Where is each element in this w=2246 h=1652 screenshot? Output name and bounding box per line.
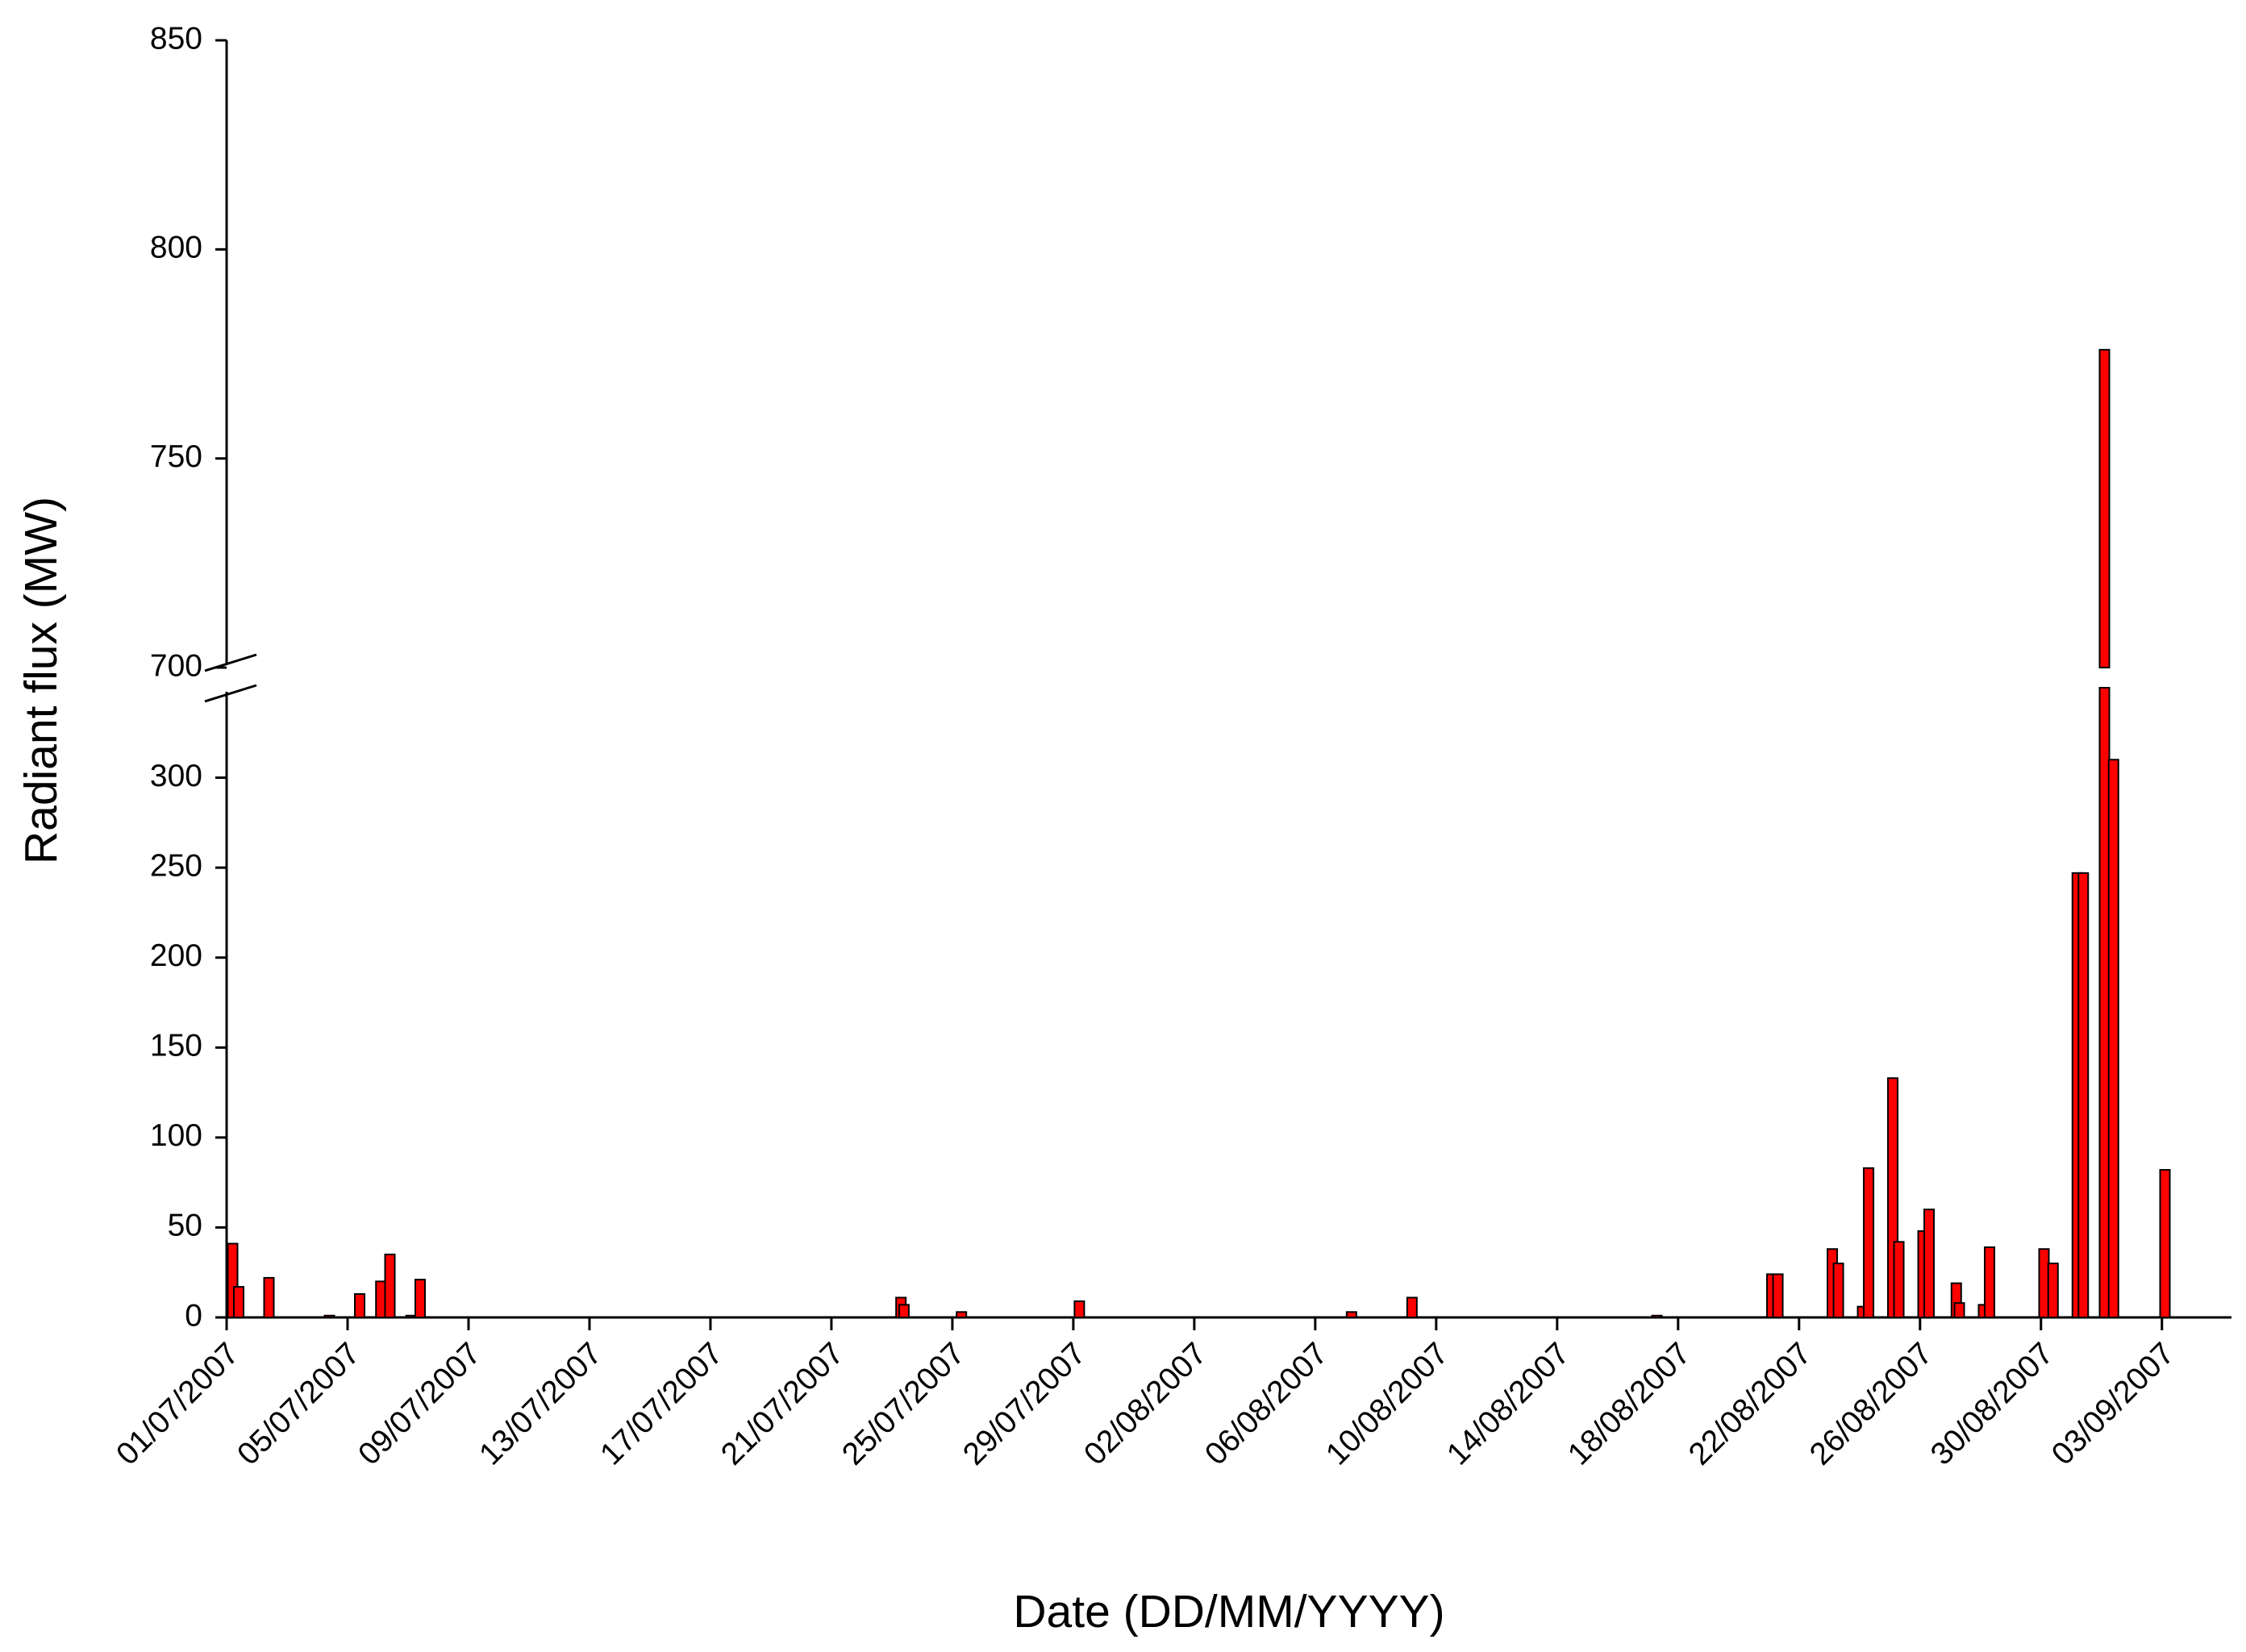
- bar: [232, 1286, 244, 1318]
- bar: [956, 1311, 968, 1318]
- bar: [1345, 1311, 1357, 1318]
- x-tick-label: 18/08/2007: [1561, 1336, 1697, 1471]
- bar: [1832, 1263, 1844, 1318]
- bar: [1406, 1296, 1418, 1319]
- bar: [1651, 1314, 1663, 1318]
- x-tick-label: 05/07/2007: [231, 1336, 366, 1471]
- y-tick-label: 50: [168, 1209, 202, 1243]
- bar: [414, 1279, 426, 1319]
- y-tick-label: 300: [150, 759, 202, 793]
- y-tick-label: 150: [150, 1029, 202, 1063]
- x-tick-label: 29/07/2007: [956, 1336, 1092, 1471]
- bar: [2047, 1263, 2059, 1318]
- x-tick-label: 03/09/2007: [2045, 1336, 2181, 1471]
- bar: [2159, 1169, 2171, 1318]
- bar: [1953, 1302, 1965, 1318]
- x-axis-title: Date (DD/MM/YYYY): [1013, 1586, 1444, 1637]
- bar: [1772, 1273, 1784, 1318]
- x-tick-label: 02/08/2007: [1077, 1336, 1213, 1471]
- bar: [2038, 1248, 2050, 1318]
- y-tick-label: 0: [185, 1298, 202, 1333]
- bar: [2098, 687, 2111, 1318]
- x-tick-label: 06/08/2007: [1198, 1336, 1334, 1471]
- x-tick-label: 26/08/2007: [1803, 1336, 1939, 1471]
- bar: [1863, 1167, 1875, 1318]
- bar: [898, 1304, 910, 1319]
- x-tick-label: 14/08/2007: [1440, 1336, 1576, 1471]
- x-tick-label: 25/07/2007: [835, 1336, 971, 1471]
- x-tick-label: 30/08/2007: [1924, 1336, 2060, 1471]
- x-tick-label: 17/07/2007: [594, 1336, 729, 1471]
- bar: [353, 1292, 365, 1319]
- bar: [263, 1276, 275, 1318]
- x-tick-label: 10/08/2007: [1319, 1336, 1455, 1471]
- y-axis-title: Radiant flux (MW): [15, 497, 67, 864]
- y-tick-label: 800: [150, 231, 202, 265]
- bar: [1893, 1241, 1905, 1319]
- x-tick-label: 09/07/2007: [352, 1336, 487, 1471]
- y-tick-label: 100: [150, 1118, 202, 1153]
- bar: [375, 1280, 387, 1319]
- x-tick-label: 22/08/2007: [1682, 1336, 1818, 1471]
- axis-break-mark: [204, 684, 257, 703]
- y-tick-label: 750: [150, 439, 202, 474]
- x-tick-label: 01/07/2007: [110, 1336, 245, 1471]
- bar: [1073, 1300, 1085, 1318]
- bar: [2107, 759, 2119, 1318]
- bar: [384, 1253, 396, 1319]
- y-tick-label: 850: [150, 21, 202, 56]
- bar: [323, 1314, 335, 1318]
- axis-break-mark: [204, 653, 257, 672]
- bar: [1984, 1246, 1996, 1318]
- y-tick-label: 700: [150, 648, 202, 683]
- y-tick-label: 200: [150, 938, 202, 973]
- y-tick-label: 250: [150, 848, 202, 883]
- bar-upper: [2098, 348, 2111, 668]
- bar: [1923, 1209, 1936, 1318]
- x-tick-label: 21/07/2007: [715, 1336, 850, 1471]
- x-tick-label: 13/07/2007: [473, 1336, 608, 1471]
- bar: [405, 1314, 417, 1318]
- bar: [2077, 872, 2090, 1318]
